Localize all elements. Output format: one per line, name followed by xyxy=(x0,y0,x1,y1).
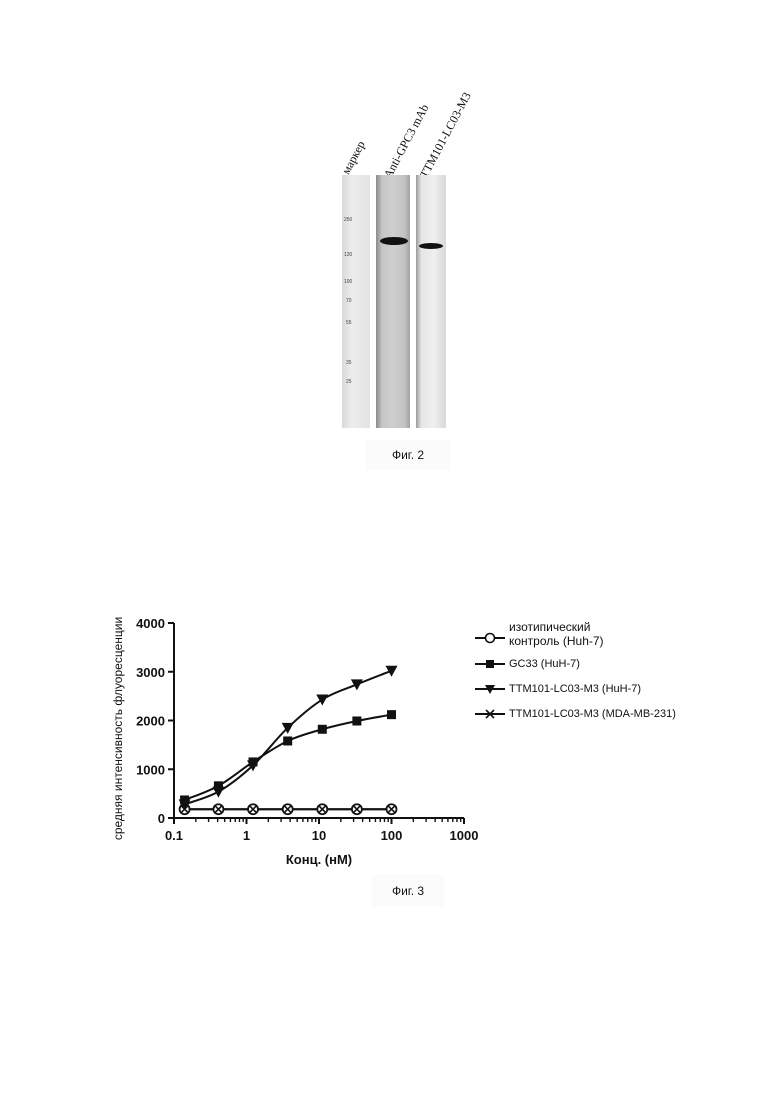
legend-item-isotype: изотипический контроль (Huh-7) xyxy=(475,620,604,648)
ttm-huh7-point xyxy=(212,787,224,798)
legend-item-gc33: GC33 (HuH-7) xyxy=(475,658,580,670)
legend-line xyxy=(475,683,505,695)
ttm-huh7-point xyxy=(351,679,363,690)
binding-chart: 0 1000 2000 3000 4000 0.1 1 10 100 1000 Конц. (нМ)… xyxy=(90,600,730,890)
y-axis-label: средняя интенсивность флуоресценции xyxy=(111,617,125,840)
x-tick-label: 10 xyxy=(312,828,326,843)
x-tick-label: 1 xyxy=(243,828,250,843)
legend-label-ttm-mda: TTM101-LC03-M3 (MDA-MB-231) xyxy=(509,708,676,720)
legend-line xyxy=(475,708,505,720)
mw-label: 35 xyxy=(346,360,352,366)
ttm-huh7-point xyxy=(316,695,328,706)
mw-label: 70 xyxy=(346,298,352,304)
y-tick-label: 3000 xyxy=(136,665,165,680)
gc33-point xyxy=(318,725,327,734)
gc33-point xyxy=(387,710,396,719)
legend-line xyxy=(475,632,505,644)
mw-label: 130 xyxy=(344,252,352,258)
figure-2-caption: Фиг. 2 xyxy=(365,440,451,470)
x-tick-label: 1000 xyxy=(450,828,479,843)
western-blot-figure: маркер Anti-GPC3 mAb TTM101-LC03-M3 250 … xyxy=(330,80,530,440)
gc33-point xyxy=(352,716,361,725)
y-tick-label: 0 xyxy=(158,811,165,826)
ttm-huh7-point xyxy=(386,666,398,677)
anti-gpc3-lane xyxy=(376,175,410,428)
mw-label: 25 xyxy=(346,379,352,385)
legend-label-gc33: GC33 (HuH-7) xyxy=(509,658,580,670)
x-axis-label: Конц. (нМ) xyxy=(286,852,352,867)
y-tick-label: 4000 xyxy=(136,616,165,631)
mw-label: 55 xyxy=(346,320,352,326)
mw-label: 250 xyxy=(344,217,352,223)
x-tick-label: 100 xyxy=(381,828,403,843)
gc33-point xyxy=(283,736,292,745)
y-tick-label: 1000 xyxy=(136,762,165,777)
square-filled-icon xyxy=(484,658,496,670)
legend-item-ttm-huh7: TTM101-LC03-M3 (HuH-7) xyxy=(475,683,641,695)
binding-chart-figure: 0 1000 2000 3000 4000 0.1 1 10 100 1000 Конц. (нМ)… xyxy=(90,600,730,890)
circle-open-icon xyxy=(484,632,496,644)
anti-gpc3-band xyxy=(380,237,408,245)
mw-label: 100 xyxy=(344,279,352,285)
legend-line xyxy=(475,658,505,670)
ttm101-band xyxy=(419,243,443,249)
legend-label-isotype: изотипический контроль (Huh-7) xyxy=(509,620,604,648)
legend-item-ttm-mda: TTM101-LC03-M3 (MDA-MB-231) xyxy=(475,708,676,720)
figure-3-caption: Фиг. 3 xyxy=(372,875,444,907)
y-tick-label: 2000 xyxy=(136,714,165,729)
lane-label-ttm101: TTM101-LC03-M3 xyxy=(417,90,475,181)
triangle-down-icon xyxy=(484,683,496,695)
ttm101-lane xyxy=(416,175,446,428)
legend-label-ttm-huh7: TTM101-LC03-M3 (HuH-7) xyxy=(509,683,641,695)
lane-label-marker: маркер xyxy=(339,138,369,177)
x-tick-label: 0.1 xyxy=(165,828,183,843)
x-mark-icon xyxy=(484,708,496,720)
